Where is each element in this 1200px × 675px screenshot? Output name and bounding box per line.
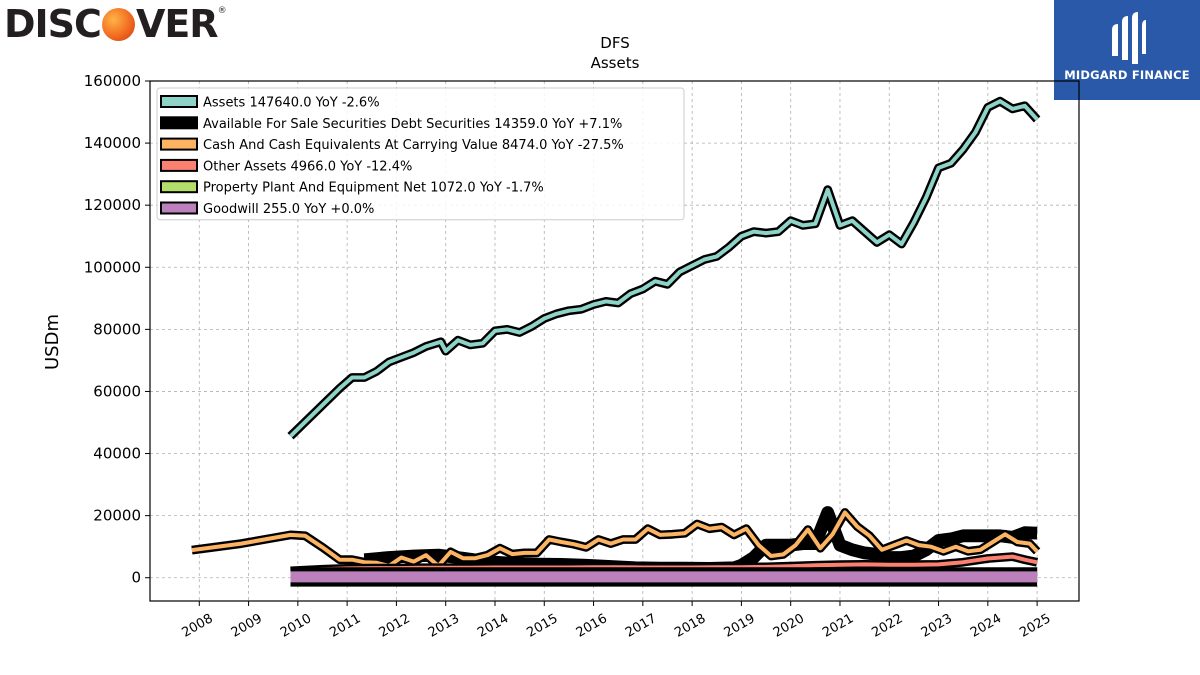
midgard-mark-icon bbox=[1112, 12, 1146, 64]
legend-entry: Other Assets 4966.0 YoY -12.4% bbox=[203, 159, 412, 174]
y-tick-label: 100000 bbox=[84, 258, 141, 276]
midgard-finance-logo: MIDGARD FINANCE bbox=[1054, 0, 1200, 100]
x-tick-label: 2025 bbox=[1017, 611, 1053, 641]
series-line bbox=[289, 99, 1039, 438]
midgard-finance-name: MIDGARD FINANCE bbox=[1064, 68, 1190, 82]
legend: Assets 147640.0 YoY -2.6% Available For S… bbox=[156, 87, 685, 221]
x-tick-label: 2010 bbox=[278, 611, 314, 641]
y-tick-label: 140000 bbox=[84, 134, 141, 152]
legend-swatch bbox=[160, 95, 198, 108]
x-axis-ticks: 2008 2009 2010 2011 2012 2013 2014 2015 2016 2017… bbox=[179, 601, 1053, 641]
y-tick-label: 80000 bbox=[93, 320, 141, 338]
x-tick-label: 2016 bbox=[574, 611, 610, 641]
registered-mark: ® bbox=[217, 6, 227, 16]
series-assets bbox=[287, 96, 1041, 440]
legend-entry: Property Plant And Equipment Net 1072.0 … bbox=[203, 181, 544, 196]
legend-entry: Assets 147640.0 YoY -2.6% bbox=[203, 96, 380, 111]
discover-logo: DISC VER ® bbox=[4, 2, 227, 46]
series-line bbox=[191, 510, 1039, 568]
x-tick-label: 2024 bbox=[968, 611, 1004, 641]
x-tick-label: 2022 bbox=[869, 611, 905, 641]
x-tick-label: 2020 bbox=[771, 611, 807, 641]
y-tick-label: 160000 bbox=[84, 72, 141, 90]
y-tick-label: 0 bbox=[131, 569, 141, 587]
legend-entry: Available For Sale Securities Debt Secur… bbox=[203, 117, 622, 132]
x-tick-label: 2008 bbox=[179, 611, 215, 641]
series-layer bbox=[191, 96, 1041, 587]
series-cash-and-cash-equivalents-at-carrying-value bbox=[191, 508, 1041, 571]
legend-swatch bbox=[160, 158, 198, 172]
x-tick-label: 2021 bbox=[820, 611, 856, 641]
y-axis-label: USDm bbox=[42, 314, 63, 370]
y-tick-label: 120000 bbox=[84, 196, 141, 214]
x-tick-label: 2017 bbox=[623, 611, 659, 641]
chart-subtitle: Assets bbox=[591, 54, 640, 72]
y-tick-label: 20000 bbox=[93, 507, 141, 525]
legend-swatch bbox=[160, 201, 198, 215]
legend-swatch bbox=[160, 180, 198, 194]
x-tick-label: 2019 bbox=[722, 611, 758, 641]
x-tick-label: 2018 bbox=[672, 611, 708, 641]
x-tick-label: 2011 bbox=[327, 611, 363, 641]
legend-entry: Goodwill 255.0 YoY +0.0% bbox=[203, 202, 374, 217]
x-tick-label: 2013 bbox=[426, 611, 462, 641]
chart-title: DFS bbox=[600, 34, 629, 52]
y-tick-label: 60000 bbox=[93, 382, 141, 400]
x-tick-label: 2014 bbox=[475, 611, 511, 641]
discover-logo-text-left: DISC bbox=[4, 2, 102, 46]
legend-box bbox=[156, 87, 685, 221]
y-axis-ticks: 0 20000 40000 60000 80000 100000 120000 140000 1… bbox=[84, 72, 150, 587]
legend-swatch bbox=[160, 116, 198, 130]
legend-swatch bbox=[160, 137, 198, 151]
legend-entry: Cash And Cash Equivalents At Carrying Va… bbox=[203, 138, 624, 153]
x-tick-label: 2015 bbox=[524, 611, 560, 641]
x-tick-label: 2009 bbox=[229, 611, 265, 641]
x-tick-label: 2023 bbox=[919, 611, 955, 641]
y-tick-label: 40000 bbox=[93, 445, 141, 463]
discover-logo-text-right: VER bbox=[135, 2, 219, 46]
plot-frame bbox=[149, 80, 1080, 602]
discover-logo-orb-icon bbox=[101, 7, 135, 41]
x-tick-label: 2012 bbox=[377, 611, 413, 641]
